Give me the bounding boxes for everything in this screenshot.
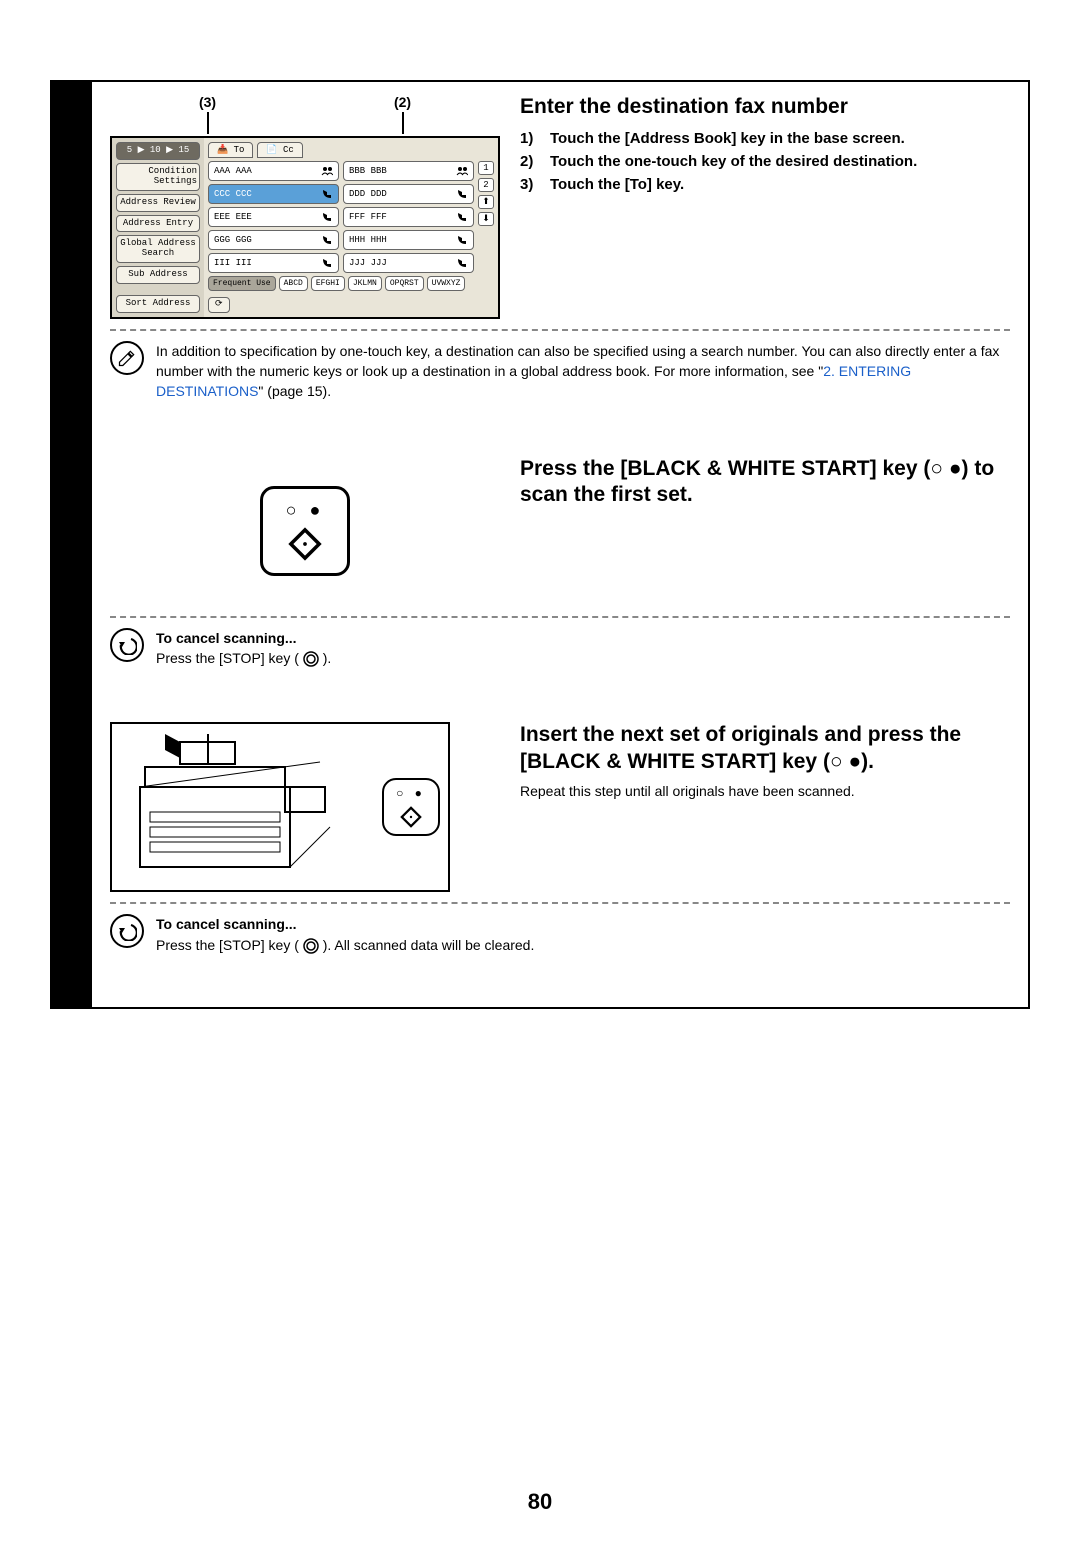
pager-button[interactable]: 1 bbox=[478, 161, 494, 175]
onetouch-key[interactable]: GGG GGG bbox=[208, 230, 339, 250]
onetouch-key[interactable]: HHH HHH bbox=[343, 230, 474, 250]
alpha-tab[interactable]: UVWXYZ bbox=[427, 276, 466, 291]
alpha-tab[interactable]: EFGHI bbox=[311, 276, 345, 291]
printer-illustration: ○ ● bbox=[110, 722, 450, 892]
note-text: In addition to specification by one-touc… bbox=[156, 341, 1010, 402]
step-title: Press the [BLACK & WHITE START] key (○ ●… bbox=[520, 456, 1010, 509]
callout-label: (2) bbox=[394, 94, 411, 110]
pager-button[interactable]: ⬇ bbox=[478, 212, 494, 226]
cancel-note: To cancel scanning... Press the [STOP] k… bbox=[156, 914, 534, 955]
onetouch-key[interactable]: III III bbox=[208, 253, 339, 273]
start-key-icon: ○ ● bbox=[260, 486, 350, 576]
alpha-tab[interactable]: JKLMN bbox=[348, 276, 382, 291]
cancel-note: To cancel scanning... Press the [STOP] k… bbox=[156, 628, 331, 669]
refresh-button[interactable]: ⟳ bbox=[208, 297, 230, 313]
onetouch-key[interactable]: CCC CCC bbox=[208, 184, 339, 204]
step-4: 4 ○ ● Press the [BLACK & WHITE START] ke… bbox=[50, 444, 1028, 681]
back-icon bbox=[110, 628, 144, 662]
onetouch-key[interactable]: AAA AAA bbox=[208, 161, 339, 181]
page-indicator[interactable]: 5 ▶ 10 ▶ 15 bbox=[116, 142, 200, 160]
divider bbox=[110, 616, 1010, 618]
divider bbox=[110, 902, 1010, 904]
step-3: 3 (3) (2) bbox=[50, 82, 1028, 414]
onetouch-key[interactable]: BBB BBB bbox=[343, 161, 474, 181]
side-btn-sort[interactable]: Sort Address bbox=[116, 295, 200, 313]
stop-icon bbox=[303, 651, 319, 667]
onetouch-key[interactable]: FFF FFF bbox=[343, 207, 474, 227]
step-5: 5 bbox=[50, 710, 1028, 967]
onetouch-key[interactable]: EEE EEE bbox=[208, 207, 339, 227]
alpha-tab[interactable]: OPQRST bbox=[385, 276, 424, 291]
stop-icon bbox=[303, 938, 319, 954]
tab-to[interactable]: 📥 To bbox=[208, 142, 253, 158]
back-icon bbox=[110, 914, 144, 948]
note-icon bbox=[110, 341, 144, 375]
touchscreen-illustration: (3) (2) 5 ▶ 10 ▶ 15 Condition Se bbox=[110, 94, 500, 319]
step-body-text: Repeat this step until all originals hav… bbox=[520, 783, 1010, 799]
sub-step: 3)Touch the [To] key. bbox=[520, 174, 1010, 195]
side-btn-condition[interactable]: Condition Settings bbox=[116, 163, 200, 191]
tab-cc[interactable]: 📄 Cc bbox=[257, 142, 302, 158]
alpha-tab[interactable]: ABCD bbox=[279, 276, 308, 291]
onetouch-key[interactable]: DDD DDD bbox=[343, 184, 474, 204]
alpha-tab[interactable]: Frequent Use bbox=[208, 276, 276, 291]
side-btn-review[interactable]: Address Review bbox=[116, 194, 200, 212]
sub-step: 2)Touch the one-touch key of the desired… bbox=[520, 151, 1010, 172]
pager-button[interactable]: ⬆ bbox=[478, 195, 494, 209]
side-btn-global[interactable]: Global Address Search bbox=[116, 235, 200, 263]
side-btn-entry[interactable]: Address Entry bbox=[116, 215, 200, 233]
onetouch-key[interactable]: JJJ JJJ bbox=[343, 253, 474, 273]
step-title: Insert the next set of originals and pre… bbox=[520, 722, 1010, 775]
side-btn-sub[interactable]: Sub Address bbox=[116, 266, 200, 284]
callout-label: (3) bbox=[199, 94, 216, 110]
sub-step: 1)Touch the [Address Book] key in the ba… bbox=[520, 128, 1010, 149]
pager-button[interactable]: 2 bbox=[478, 178, 494, 192]
step-title: Enter the destination fax number bbox=[520, 94, 1010, 120]
page-number: 80 bbox=[50, 1489, 1030, 1515]
divider bbox=[110, 329, 1010, 331]
